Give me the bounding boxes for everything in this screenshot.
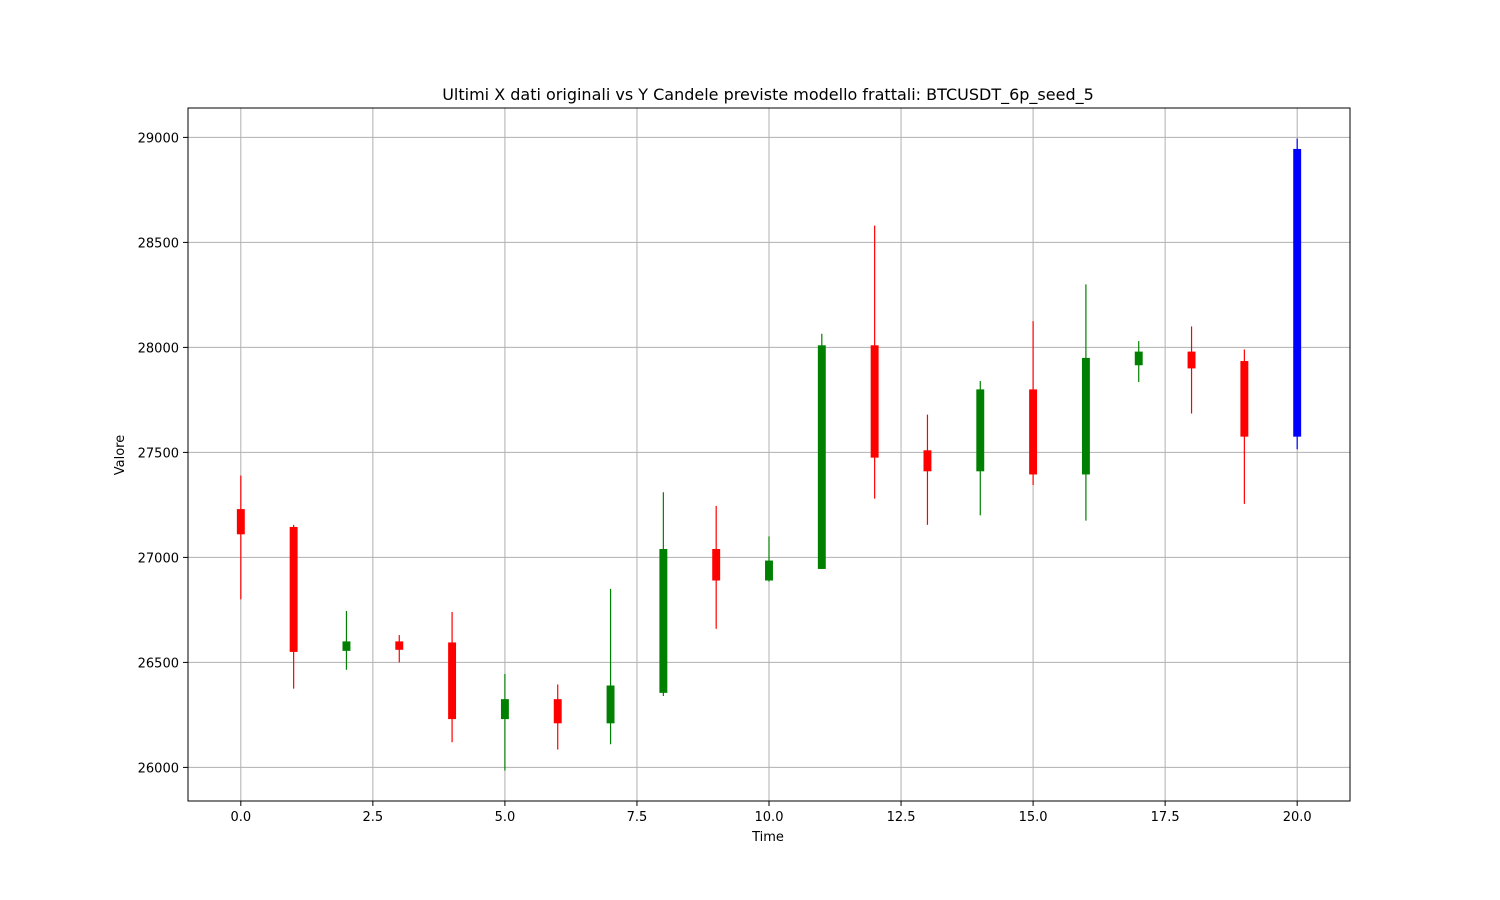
- candle: [236, 475, 245, 600]
- candle: [1187, 326, 1196, 414]
- y-tick-label: 27000: [138, 551, 179, 566]
- candle: [870, 225, 879, 499]
- candle: [817, 333, 826, 569]
- candle: [659, 492, 668, 696]
- y-tick-label: 28000: [138, 341, 179, 356]
- chart-title: Ultimi X dati originali vs Y Candele pre…: [442, 85, 1094, 105]
- candle-body: [1293, 148, 1302, 437]
- candle: [289, 524, 298, 689]
- candle-body: [1029, 389, 1038, 475]
- candle: [606, 588, 615, 745]
- x-tick-label: 7.5: [627, 810, 648, 825]
- candles: [236, 138, 1302, 771]
- x-tick-label: 5.0: [495, 810, 516, 825]
- x-tick-label: 2.5: [363, 810, 384, 825]
- grid: [188, 108, 1350, 801]
- candle-body: [1081, 357, 1090, 475]
- x-tick-label: 20.0: [1283, 810, 1312, 825]
- candle-body: [765, 560, 773, 581]
- candle-body: [817, 345, 826, 569]
- candle: [976, 381, 985, 516]
- x-axis-ticks: 0.0 2.5 5.0 7.5 10.0 12.5 15.0 17.5 20.0: [230, 801, 1312, 825]
- candle-body: [923, 450, 932, 472]
- candle-body: [659, 549, 668, 693]
- y-tick-label: 29000: [138, 131, 179, 146]
- candle: [1293, 138, 1302, 450]
- y-axis-label: Valore: [113, 435, 128, 475]
- candle: [765, 536, 773, 582]
- candle: [1134, 341, 1143, 383]
- y-tick-label: 26500: [138, 656, 179, 671]
- y-tick-label: 28500: [138, 236, 179, 251]
- x-tick-label: 10.0: [755, 810, 784, 825]
- candle-body: [1187, 351, 1196, 369]
- candle-body: [289, 526, 298, 652]
- x-tick-label: 12.5: [887, 810, 916, 825]
- y-axis-ticks: 26000 26500 27000 27500 28000 28500 29000: [138, 131, 188, 776]
- candle-body: [976, 389, 985, 472]
- candle-body: [1240, 361, 1249, 437]
- candle-body: [342, 641, 351, 651]
- candle: [923, 414, 932, 525]
- candle: [553, 684, 562, 750]
- candle-body: [870, 345, 879, 458]
- candle: [395, 635, 404, 663]
- candle-body: [448, 642, 457, 720]
- candle-body: [500, 699, 509, 720]
- candle-body: [395, 641, 404, 650]
- x-tick-label: 0.0: [230, 810, 251, 825]
- candle: [1029, 321, 1038, 485]
- candle: [448, 612, 457, 743]
- y-tick-label: 26000: [138, 761, 179, 776]
- x-tick-label: 17.5: [1151, 810, 1180, 825]
- candle: [342, 610, 351, 670]
- candle-body: [1134, 351, 1143, 366]
- candle-body: [712, 549, 721, 581]
- x-tick-label: 15.0: [1019, 810, 1048, 825]
- candle: [1081, 284, 1090, 521]
- x-axis-label: Time: [751, 830, 784, 845]
- y-tick-label: 27500: [138, 446, 179, 461]
- candle-body: [553, 699, 562, 724]
- candle-body: [606, 685, 615, 724]
- candle: [1240, 349, 1249, 504]
- candle-body: [236, 509, 245, 535]
- candle: [500, 673, 509, 771]
- candle: [712, 505, 721, 629]
